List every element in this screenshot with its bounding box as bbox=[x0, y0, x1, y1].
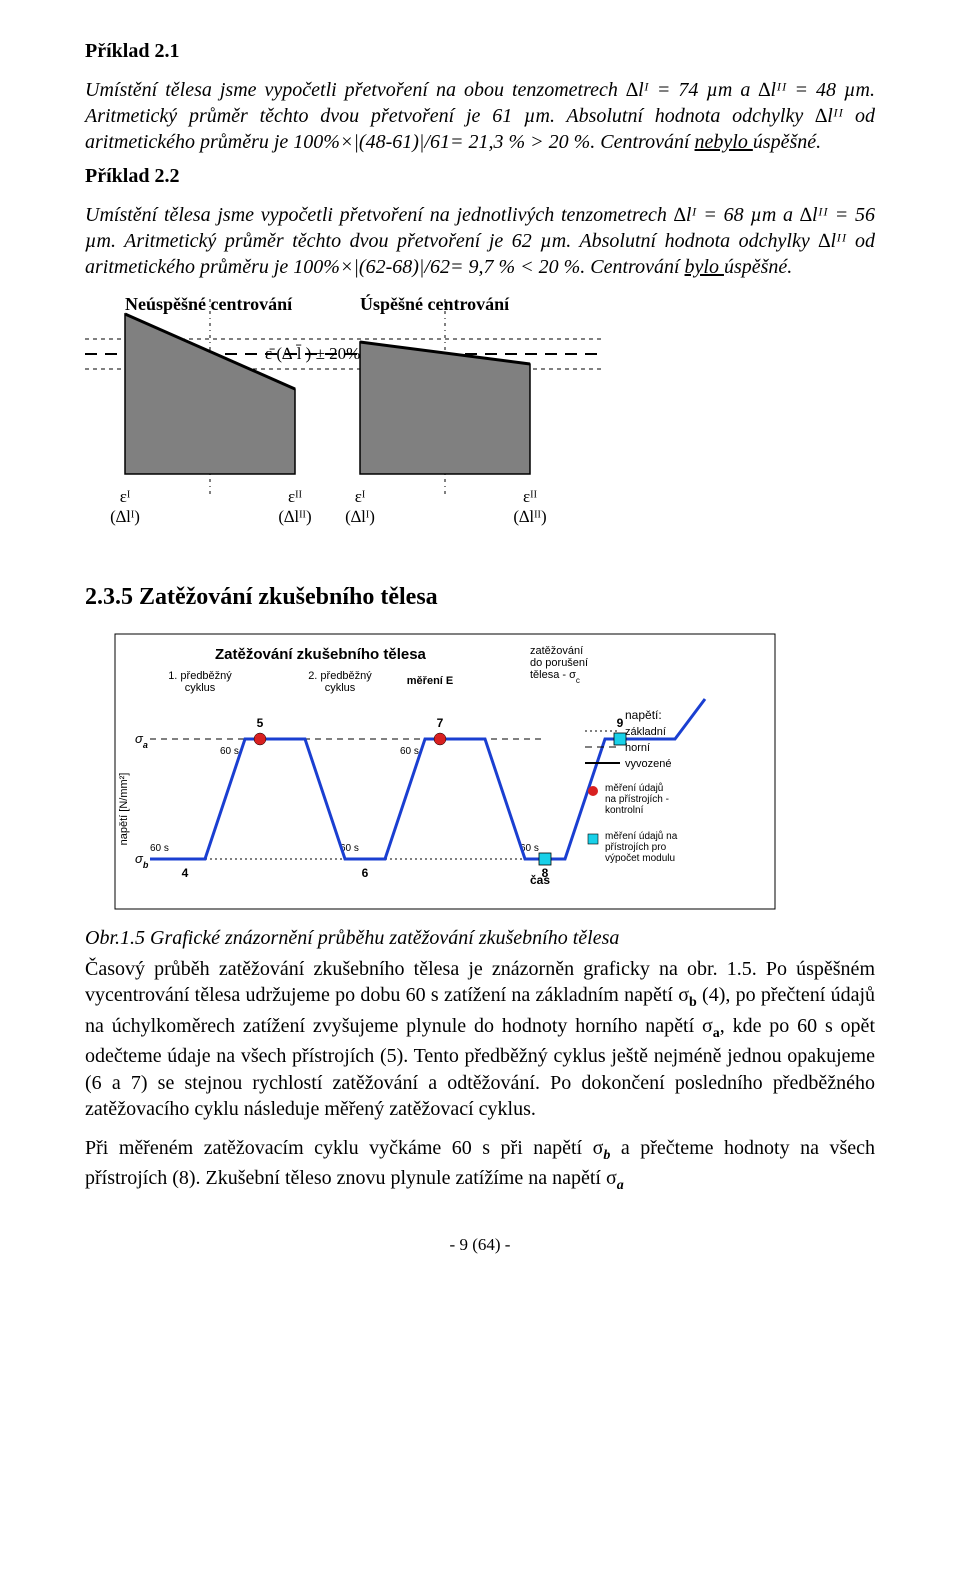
svg-text:základní: základní bbox=[625, 726, 666, 738]
ex2-underline: bylo bbox=[685, 256, 724, 278]
svg-text:napětí:: napětí: bbox=[625, 708, 662, 722]
svg-text:5: 5 bbox=[257, 716, 264, 730]
body-paragraph-2: Při měřeném zatěžovacím cyklu vyčkáme 60… bbox=[85, 1135, 875, 1196]
example-2-2-body: Umístění tělesa jsme vypočetli přetvořen… bbox=[85, 202, 875, 280]
body1-sub-b: b bbox=[689, 995, 697, 1010]
svg-text:60 s: 60 s bbox=[220, 746, 239, 757]
page-footer: - 9 (64) - bbox=[85, 1235, 875, 1255]
svg-text:2. předběžnýcyklus: 2. předběžnýcyklus bbox=[308, 670, 372, 694]
ex1-underline: nebylo bbox=[695, 131, 753, 153]
svg-text:εᴵ: εᴵ bbox=[120, 487, 131, 506]
svg-text:Neúspěšné centrování: Neúspěšné centrování bbox=[125, 294, 293, 314]
ex1-tail: úspěšné. bbox=[753, 131, 821, 153]
example-2-2-title: Příklad 2.2 bbox=[85, 165, 875, 188]
svg-text:9: 9 bbox=[617, 716, 624, 730]
svg-text:Zatěžování zkušebního tělesa: Zatěžování zkušebního tělesa bbox=[215, 646, 427, 663]
svg-text:εᴵ: εᴵ bbox=[355, 487, 366, 506]
svg-text:Úspěšné centrování: Úspěšné centrování bbox=[360, 294, 510, 314]
example-2-1-title: Příklad 2.1 bbox=[85, 40, 875, 63]
svg-text:vyvozené: vyvozené bbox=[625, 758, 671, 770]
svg-text:60 s: 60 s bbox=[150, 843, 169, 854]
centering-diagram: Neúspěšné centrování Úspěšné centrování ε̄… bbox=[85, 294, 875, 554]
body2-sub-a: a bbox=[617, 1178, 624, 1193]
svg-text:εᴵᴵ: εᴵᴵ bbox=[288, 487, 303, 506]
body2-a: Při měřeném zatěžovacím cyklu vyčkáme 60… bbox=[85, 1137, 603, 1159]
svg-text:měření E: měření E bbox=[407, 675, 453, 687]
svg-text:(∆lᴵᴵ): (∆lᴵᴵ) bbox=[513, 507, 546, 526]
loading-chart: Zatěžování zkušebního tělesa 1. předběžný… bbox=[85, 629, 875, 919]
svg-text:σa: σa bbox=[135, 731, 148, 750]
svg-text:měření údajů napřístrojích pro: měření údajů napřístrojích provýpočet mo… bbox=[605, 830, 678, 864]
body-paragraph-1: Časový průběh zatěžování zkušebního těle… bbox=[85, 956, 875, 1123]
fig-1-5-caption: Obr.1.5 Grafické znázornění průběhu zatě… bbox=[85, 927, 875, 950]
svg-text:6: 6 bbox=[362, 866, 369, 880]
svg-text:σb: σb bbox=[135, 851, 149, 870]
svg-text:1. předběžnýcyklus: 1. předběžnýcyklus bbox=[168, 670, 232, 694]
svg-text:(∆lᴵ): (∆lᴵ) bbox=[110, 507, 140, 526]
svg-text:60 s: 60 s bbox=[400, 746, 419, 757]
example-2-1-body: Umístění tělesa jsme vypočetli přetvořen… bbox=[85, 77, 875, 155]
body1-sub-a: a bbox=[713, 1026, 720, 1041]
svg-text:7: 7 bbox=[437, 716, 444, 730]
ex2-tail: úspěšné. bbox=[724, 256, 792, 278]
svg-text:(∆lᴵᴵ): (∆lᴵᴵ) bbox=[278, 507, 311, 526]
svg-text:εᴵᴵ: εᴵᴵ bbox=[523, 487, 538, 506]
svg-text:zatěžovánído porušenítělesa -: zatěžovánído porušenítělesa - σc bbox=[530, 645, 588, 685]
svg-text:(∆lᴵ): (∆lᴵ) bbox=[345, 507, 375, 526]
section-235-title: 2.3.5 Zatěžování zkušebního tělesa bbox=[85, 584, 875, 611]
svg-text:ε̄ (∆ l̄ ) ± 20%: ε̄ (∆ l̄ ) ± 20% bbox=[265, 344, 360, 363]
svg-text:4: 4 bbox=[182, 866, 189, 880]
svg-text:měření údajůna přístrojích -ko: měření údajůna přístrojích -kontrolní bbox=[605, 782, 669, 816]
svg-text:napětí [N/mm²]: napětí [N/mm²] bbox=[118, 773, 130, 846]
svg-text:čas: čas bbox=[530, 873, 550, 887]
svg-text:horní: horní bbox=[625, 742, 650, 754]
